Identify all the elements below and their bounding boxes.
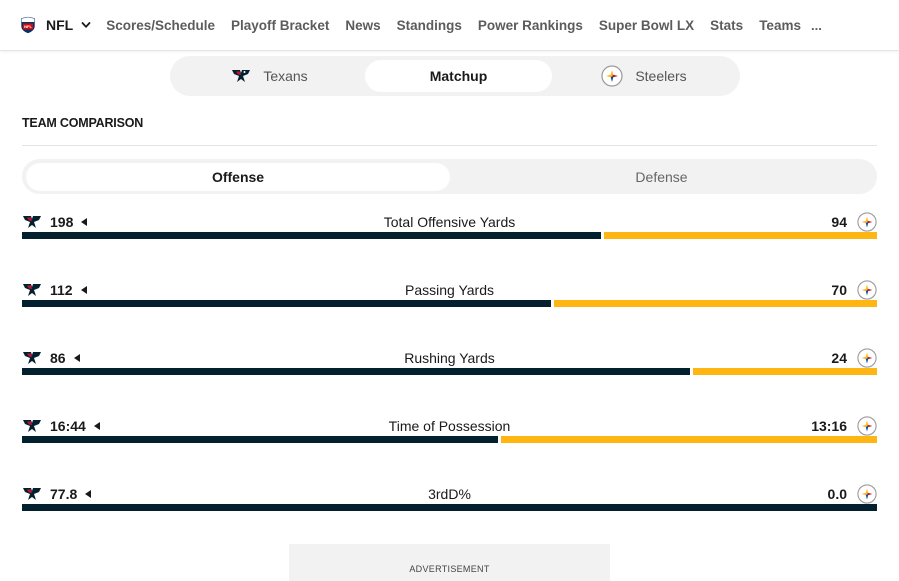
svg-text:NFL: NFL: [24, 24, 32, 29]
away-stat: 70: [831, 280, 877, 300]
stat-label: Rushing Yards: [404, 350, 495, 366]
home-bar: [22, 232, 601, 239]
home-bar: [22, 300, 551, 307]
stat-row: 86 Rushing Yards 24: [22, 348, 877, 388]
top-nav: NFL NFL Scores/Schedule Playoff Bracket …: [0, 0, 899, 51]
advertisement: ADVERTISEMENT: [289, 544, 610, 581]
tab-texans[interactable]: Texans: [174, 60, 365, 92]
nav-item-playoff-bracket[interactable]: Playoff Bracket: [231, 17, 330, 33]
home-stat-value: 198: [50, 214, 74, 230]
stat-label: Total Offensive Yards: [383, 214, 516, 230]
tab-texans-label: Texans: [263, 68, 308, 84]
stat-label: Passing Yards: [405, 282, 494, 298]
nav-item-news[interactable]: News: [345, 17, 381, 33]
away-bar: [554, 300, 877, 307]
away-stat: 94: [831, 212, 877, 232]
tab-offense[interactable]: Offense: [26, 162, 450, 191]
home-stat-value: 77.8: [50, 486, 78, 502]
nav-item-scores-schedule[interactable]: Scores/Schedule: [106, 17, 216, 33]
steelers-logo-icon: [857, 280, 877, 300]
caret-left-icon: [85, 490, 92, 498]
caret-left-icon: [81, 218, 88, 226]
home-stat-value: 112: [50, 282, 73, 298]
tab-defense[interactable]: Defense: [635, 168, 688, 185]
home-stat: 86: [22, 348, 80, 368]
nav-item-stats[interactable]: Stats: [710, 17, 744, 33]
stat-row: 198 Total Offensive Yards 94: [22, 212, 877, 252]
away-stat: 13:16: [811, 416, 877, 436]
texans-logo-icon: [23, 216, 41, 228]
league-name: NFL: [46, 17, 74, 33]
nav-item-super-bowl[interactable]: Super Bowl LX: [598, 17, 695, 33]
nav-item-standings[interactable]: Standings: [396, 17, 462, 33]
stat-row: 16:44 Time of Possession 13:16: [22, 416, 877, 456]
away-stat-value: 13:16: [811, 418, 847, 434]
away-stat-value: 24: [831, 350, 847, 366]
ad-label: ADVERTISEMENT: [409, 564, 490, 574]
home-stat-value: 86: [50, 350, 66, 366]
steelers-logo-icon: [857, 212, 877, 232]
tab-steelers-label: Steelers: [635, 68, 687, 84]
nav-item-power-rankings[interactable]: Power Rankings: [477, 17, 583, 33]
section-title: TEAM COMPARISON: [22, 116, 144, 130]
texans-logo-icon: [23, 488, 41, 500]
nfl-shield-icon: NFL: [20, 16, 36, 34]
home-stat: 112: [22, 280, 87, 300]
steelers-logo-icon: [857, 416, 877, 436]
stat-bar: [22, 300, 877, 307]
tab-matchup-label: Matchup: [429, 68, 488, 84]
steelers-logo-icon: [857, 348, 877, 368]
stat-label: Time of Possession: [388, 418, 511, 434]
texans-logo-icon: [23, 352, 41, 364]
away-stat: 0.0: [828, 484, 877, 504]
section-divider: [22, 145, 877, 146]
stat-bar: [22, 504, 877, 511]
caret-left-icon: [73, 354, 80, 362]
away-stat-value: 70: [831, 282, 847, 298]
tab-matchup[interactable]: Matchup: [365, 60, 552, 92]
nav-item-teams[interactable]: Teams: [759, 17, 801, 33]
nav-links: Scores/Schedule Playoff Bracket News Sta…: [106, 0, 822, 51]
home-bar: [22, 436, 498, 443]
team-toggle: Texans Matchup Steelers: [170, 56, 740, 96]
stat-bar: [22, 436, 877, 443]
nav-more-button[interactable]: ...: [810, 17, 822, 33]
away-stat: 24: [831, 348, 877, 368]
stat-label: 3rdD%: [428, 486, 471, 502]
home-stat-value: 16:44: [50, 418, 86, 434]
stat-bar: [22, 232, 877, 239]
stat-row: 112 Passing Yards 70: [22, 280, 877, 320]
stat-row: 77.8 3rdD% 0.0: [22, 484, 877, 524]
texans-logo-icon: [232, 70, 251, 82]
steelers-logo-icon: [857, 484, 877, 504]
home-stat: 198: [22, 212, 88, 232]
home-stat: 77.8: [22, 484, 92, 504]
texans-logo-icon: [23, 284, 41, 296]
home-stat: 16:44: [22, 416, 100, 436]
steelers-logo-icon: [601, 65, 623, 87]
home-bar: [22, 368, 690, 375]
away-bar: [604, 232, 877, 239]
away-bar: [693, 368, 877, 375]
chevron-down-icon: [81, 22, 91, 28]
away-bar: [501, 436, 877, 443]
tab-steelers[interactable]: Steelers: [552, 60, 736, 92]
away-stat-value: 0.0: [827, 486, 847, 502]
away-stat-value: 94: [831, 214, 847, 230]
caret-left-icon: [80, 286, 87, 294]
home-bar: [22, 504, 877, 511]
caret-left-icon: [93, 422, 100, 430]
texans-logo-icon: [23, 420, 41, 432]
league-selector[interactable]: NFL NFL: [20, 0, 91, 51]
stat-bar: [22, 368, 877, 375]
side-toggle: Offense Defense: [22, 159, 877, 194]
